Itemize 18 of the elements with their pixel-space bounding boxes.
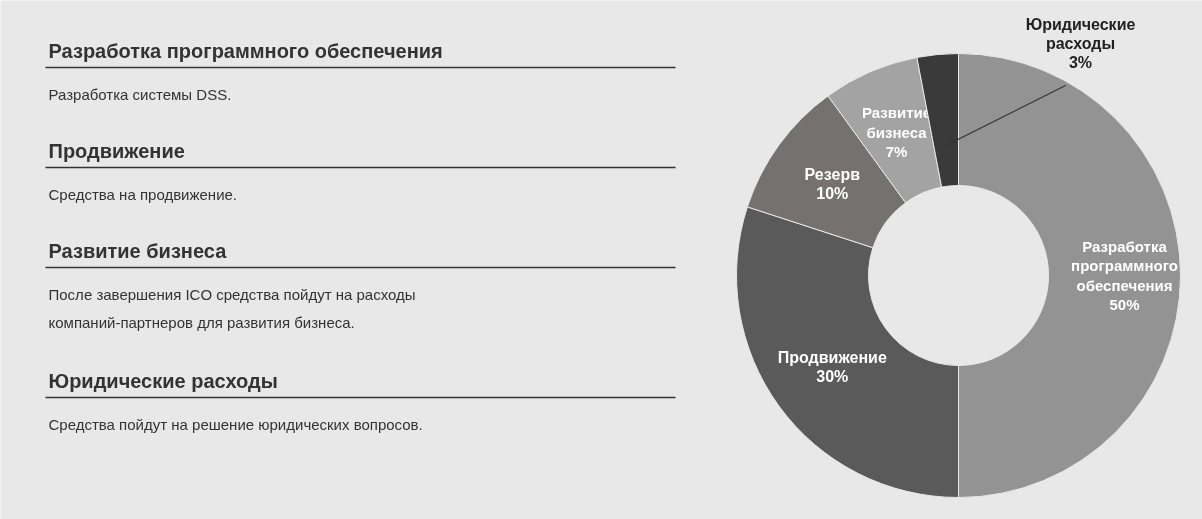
slice-label: Юридические расходы (1025, 16, 1136, 52)
data-label: 50% (1109, 296, 1140, 314)
data-label: 30% (816, 368, 849, 386)
slice-label: Резерв (804, 165, 861, 183)
slice-label: Разработка программного обеспечения (1071, 237, 1178, 294)
text: Средства на продвижение. (48, 185, 238, 203)
text: Юридические расходы (48, 369, 278, 392)
text: Развитие бизнеса (48, 239, 228, 262)
slice-label: Развитие бизнеса (861, 104, 932, 141)
text: Разработка программного обеспечения (48, 39, 443, 62)
text: Разработка системы DSS. (48, 85, 232, 103)
data-label: 7% (885, 143, 908, 161)
text: Средства пойдут на решение юридических вопросов. (48, 415, 423, 433)
slice-label: Продвижение (777, 348, 887, 366)
data-label: 10% (816, 185, 849, 203)
data-label: 3% (1068, 53, 1093, 71)
text: После завершения ICO средства пойдут на расходы компаний-партнеров для развития бизнеса. (48, 285, 416, 332)
text: Продвижение (48, 139, 185, 162)
